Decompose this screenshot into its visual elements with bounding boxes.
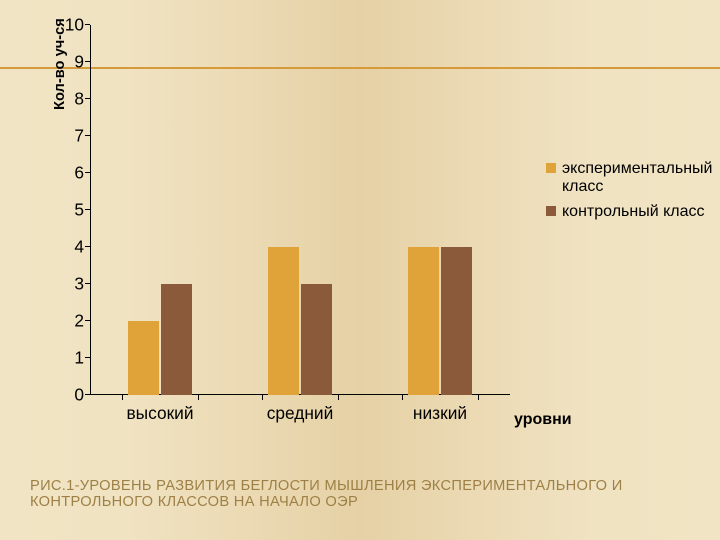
legend-label: экспериментальный класс	[562, 160, 716, 197]
y-tick-mark	[85, 283, 90, 284]
legend-item: экспериментальный класс	[546, 160, 716, 197]
y-tick-label: 0	[74, 385, 84, 406]
y-tick-mark	[85, 61, 90, 62]
bar	[441, 247, 472, 395]
bar	[161, 284, 192, 395]
y-tick-mark	[85, 24, 90, 25]
x-tick-mark	[262, 395, 263, 400]
y-tick-label: 4	[74, 237, 84, 258]
y-tick-mark	[85, 357, 90, 358]
x-tick-mark	[478, 395, 479, 400]
bar	[301, 284, 332, 395]
y-tick-label: 10	[65, 15, 84, 36]
y-tick-label: 1	[74, 348, 84, 369]
caption: РИС.1-УРОВЕНЬ РАЗВИТИЯ БЕГЛОСТИ МЫШЛЕНИЯ…	[30, 478, 690, 510]
legend: экспериментальный класс контрольный класс	[546, 160, 716, 227]
y-tick-label: 9	[74, 52, 84, 73]
y-axis-line	[90, 25, 91, 395]
bar	[408, 247, 439, 395]
y-tick-mark	[85, 209, 90, 210]
y-tick-mark	[85, 394, 90, 395]
bar	[128, 321, 159, 395]
x-tick-mark	[402, 395, 403, 400]
y-tick-label: 6	[74, 163, 84, 184]
y-tick-label: 3	[74, 274, 84, 295]
legend-swatch	[546, 206, 556, 216]
y-tick-label: 2	[74, 311, 84, 332]
y-tick-mark	[85, 172, 90, 173]
x-tick-mark	[122, 395, 123, 400]
x-tick-label: средний	[267, 403, 334, 424]
y-tick-mark	[85, 135, 90, 136]
legend-item: контрольный класс	[546, 203, 716, 221]
legend-swatch	[546, 163, 556, 173]
y-tick-mark	[85, 246, 90, 247]
x-tick-mark	[338, 395, 339, 400]
plot-area: 012345678910высокийсреднийнизкий	[90, 25, 510, 395]
bar	[268, 247, 299, 395]
x-tick-label: высокий	[126, 403, 193, 424]
y-tick-label: 7	[74, 126, 84, 147]
y-tick-mark	[85, 98, 90, 99]
y-tick-label: 8	[74, 89, 84, 110]
x-tick-mark	[198, 395, 199, 400]
slide: Кол-во уч-ся 012345678910высокийсреднийн…	[0, 0, 720, 540]
legend-label: контрольный класс	[562, 203, 705, 221]
y-tick-label: 5	[74, 200, 84, 221]
x-axis-title: уровни	[514, 411, 572, 429]
x-tick-label: низкий	[413, 403, 467, 424]
y-tick-mark	[85, 320, 90, 321]
